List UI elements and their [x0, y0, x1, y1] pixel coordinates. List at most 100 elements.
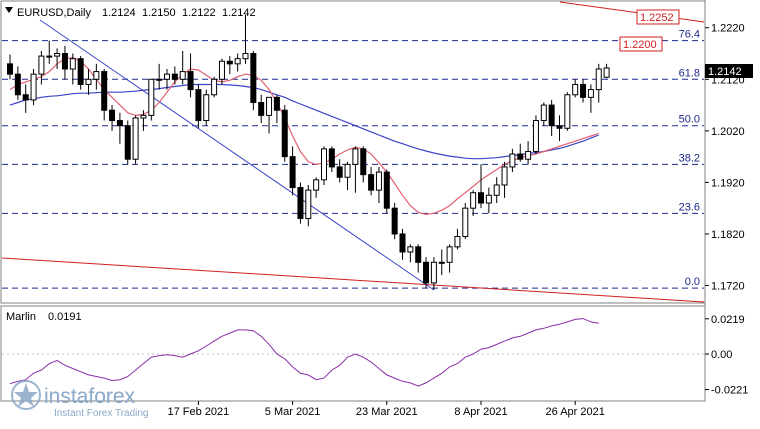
candle-body [148, 78, 155, 116]
candle [85, 68, 92, 95]
price-label-1200[interactable]: 1.2200 [619, 36, 663, 52]
candle-body [226, 60, 233, 65]
marlin-line [9, 318, 599, 387]
candle-body [305, 189, 312, 219]
candle-body [485, 194, 492, 204]
candle-body [423, 261, 430, 284]
candle [336, 159, 343, 183]
candle [132, 115, 139, 165]
candle [109, 105, 116, 131]
candle [22, 84, 29, 113]
price-tick-label: 1.2220 [711, 23, 745, 35]
candle-body [14, 73, 21, 96]
candle-body [289, 156, 296, 189]
fib-level-label: 50.0 [679, 114, 700, 126]
time-tick-label: 5 Mar 2021 [265, 406, 321, 418]
slow-moving-average-line [9, 83, 600, 160]
candle [148, 78, 155, 121]
brand-tagline: Instant Forex Trading [54, 408, 149, 419]
candle [289, 146, 296, 196]
candle-body [509, 153, 516, 168]
candle-body [556, 125, 563, 129]
candle [187, 53, 194, 98]
drawing-layer [1, 1, 705, 303]
candle-body [258, 101, 265, 116]
candle-body [470, 192, 477, 209]
candle-body [454, 236, 461, 248]
candle [305, 184, 312, 227]
candle [226, 56, 233, 75]
candle-body [203, 94, 210, 122]
candle [7, 54, 13, 80]
star-logo-icon [11, 380, 41, 410]
candle [501, 161, 508, 198]
candle-body [587, 89, 594, 98]
candle [171, 66, 178, 85]
brand-name: instaforex [44, 385, 136, 408]
candle [156, 63, 163, 90]
candle-body [179, 71, 186, 80]
resistance-trendline [559, 1, 705, 23]
candle-body [399, 233, 406, 253]
candle-body [85, 78, 92, 85]
candle [77, 56, 84, 90]
candle-body [171, 73, 178, 80]
candle-body [109, 109, 116, 122]
candle-body [140, 114, 147, 119]
candle [54, 48, 61, 69]
candle [525, 141, 532, 165]
candle-body [572, 83, 579, 96]
candle-body [517, 153, 524, 160]
chart-header: EURUSD,Daily 1.2124 1.2150 1.2122 1.2142 [5, 7, 256, 19]
candle-body [273, 96, 280, 111]
candle-body [462, 207, 469, 238]
candle-body [548, 104, 555, 127]
candle [69, 53, 76, 85]
price-tick-label: 1.1820 [711, 229, 745, 241]
candle [46, 40, 53, 64]
candle [203, 89, 210, 126]
candle [14, 66, 21, 100]
indicator-tick-label: -0.0221 [711, 385, 748, 397]
candle [564, 92, 571, 131]
candle [485, 187, 492, 214]
time-tick-label: 23 Mar 2021 [356, 406, 418, 418]
candle [258, 94, 265, 124]
candle [375, 166, 382, 204]
indicator-tick-label: 0.0219 [711, 314, 745, 326]
candle-body [116, 120, 123, 127]
candle-body [250, 53, 257, 103]
candle-body [595, 68, 602, 91]
candle-body [375, 171, 382, 191]
candle [297, 182, 304, 224]
candle-body [438, 261, 445, 264]
candle [415, 244, 422, 273]
fib-level-label: 0.0 [685, 276, 700, 288]
price-label-1252[interactable]: 1.2252 [636, 9, 680, 25]
low-value: 1.2122 [182, 7, 216, 19]
candle-body [93, 71, 100, 80]
candle [218, 58, 225, 85]
candle-body [281, 109, 288, 158]
candle-body [603, 67, 610, 78]
candle-body [368, 174, 375, 191]
time-tick-label: 26 Apr 2021 [546, 406, 605, 418]
price-tick-label: 1.1720 [711, 281, 745, 293]
close-value: 1.2142 [222, 7, 256, 19]
support-trendline [1, 257, 705, 303]
fibonacci-labels: 76.4 61.8 50.0 38.2 23.6 0.0 [679, 29, 700, 288]
candle-body [7, 63, 13, 75]
candle [273, 94, 280, 124]
candle-body [30, 73, 37, 101]
candle [462, 203, 469, 240]
candle [211, 76, 218, 98]
candle-body [69, 58, 76, 70]
dropdown-triangle-icon[interactable] [5, 7, 13, 13]
candle-body [391, 207, 398, 235]
candle-body [77, 58, 84, 85]
candles [7, 14, 610, 290]
candle [509, 148, 516, 173]
